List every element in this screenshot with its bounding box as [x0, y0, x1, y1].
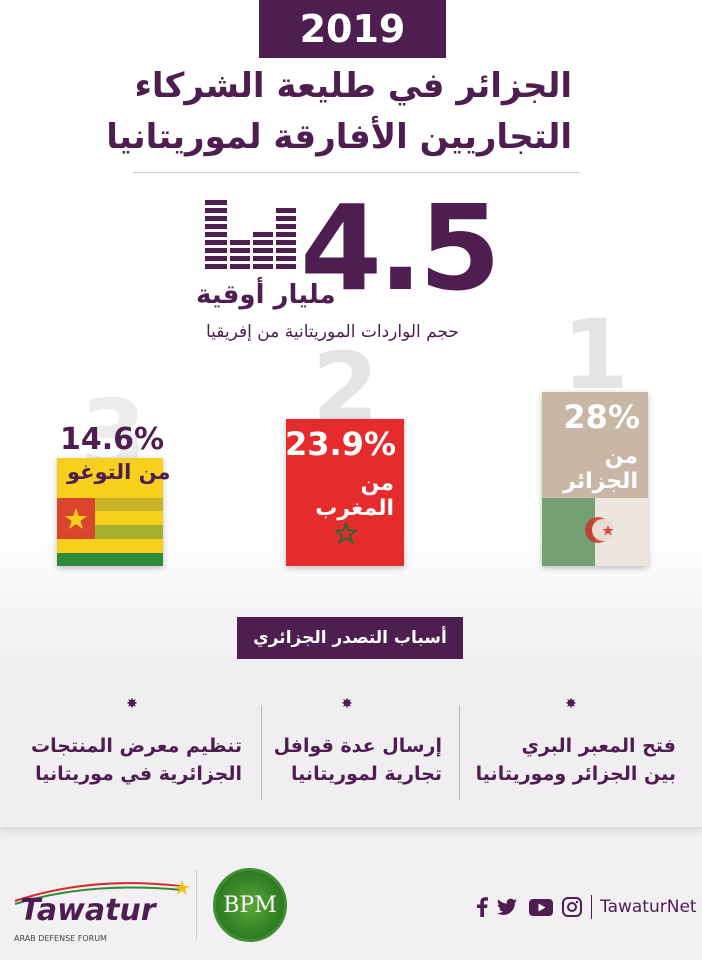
rank-1: 1	[562, 299, 629, 411]
partner-card-algeria: 28% من الجزائر	[542, 392, 648, 566]
reason-item-1: ✸ فتح المعبر البري بين الجزائر وموريتاني…	[466, 690, 676, 788]
year-badge: 2019	[259, 0, 446, 58]
reason-3-line-2: الجزائرية في موريتانيا	[35, 763, 242, 785]
reason-2-line-1: إرسال عدة قوافل	[273, 735, 442, 757]
partner-label-morocco: من المغرب	[315, 471, 394, 521]
algeria-flag-icon	[542, 498, 648, 566]
partner-card-morocco: 23.9% من المغرب	[286, 419, 404, 566]
partner-percent-togo: 14.6%	[60, 422, 165, 457]
total-imports-value: 4.5	[300, 179, 501, 317]
partner-label-togo: من التوغو	[67, 460, 171, 484]
asterisk-icon: ✸	[565, 696, 577, 712]
social-divider	[591, 895, 592, 919]
total-imports-caption: حجم الواردات الموريتانية من إفريقيا	[206, 322, 459, 342]
reason-1-line-1: فتح المعبر البري	[521, 735, 676, 757]
footer-divider	[196, 870, 197, 940]
reason-divider	[261, 705, 262, 800]
tawatur-swoosh-icon	[14, 880, 190, 905]
reason-item-2: ✸ إرسال عدة قوافل تجارية لموريتانيا	[252, 690, 442, 788]
partner-percent-algeria: 28%	[563, 398, 640, 436]
title-line-1: الجزائر في طليعة الشركاء	[134, 66, 572, 106]
morocco-star-icon	[335, 522, 357, 544]
reason-item-3: ✸ تنظيم معرض المنتجات الجزائرية في موريت…	[22, 690, 242, 788]
social-handle[interactable]: TawaturNet	[600, 897, 697, 917]
reason-3-line-1: تنظيم معرض المنتجات	[31, 735, 242, 757]
title-line-2: التجاريين الأفارقة لموريتانيا	[106, 117, 572, 157]
asterisk-icon: ✸	[341, 696, 353, 712]
title-divider	[133, 172, 580, 173]
youtube-icon[interactable]	[529, 897, 553, 917]
tawatur-logo: Tawatur	[20, 893, 156, 928]
partner-card-togo	[57, 458, 163, 566]
reasons-heading: أسباب التصدر الجزائري	[237, 617, 463, 659]
twitter-icon[interactable]	[497, 897, 517, 917]
partner-label-algeria: من الجزائر	[563, 444, 638, 494]
reason-1-line-2: بين الجزائر وموريتانيا	[475, 763, 676, 785]
togo-flag-icon	[57, 458, 163, 566]
partner-percent-morocco: 23.9%	[286, 425, 396, 463]
reason-2-line-2: تجارية لموريتانيا	[291, 763, 442, 785]
instagram-icon[interactable]	[562, 897, 582, 917]
asterisk-icon: ✸	[126, 696, 138, 712]
tawatur-logo-subtitle: ARAB DEFENSE FORUM	[14, 934, 107, 943]
reasons-band	[0, 659, 702, 827]
facebook-icon[interactable]	[472, 897, 492, 917]
total-imports-unit: مليار أوقية	[196, 280, 336, 310]
reason-divider	[459, 705, 460, 800]
bpm-logo: BPM	[213, 868, 287, 942]
